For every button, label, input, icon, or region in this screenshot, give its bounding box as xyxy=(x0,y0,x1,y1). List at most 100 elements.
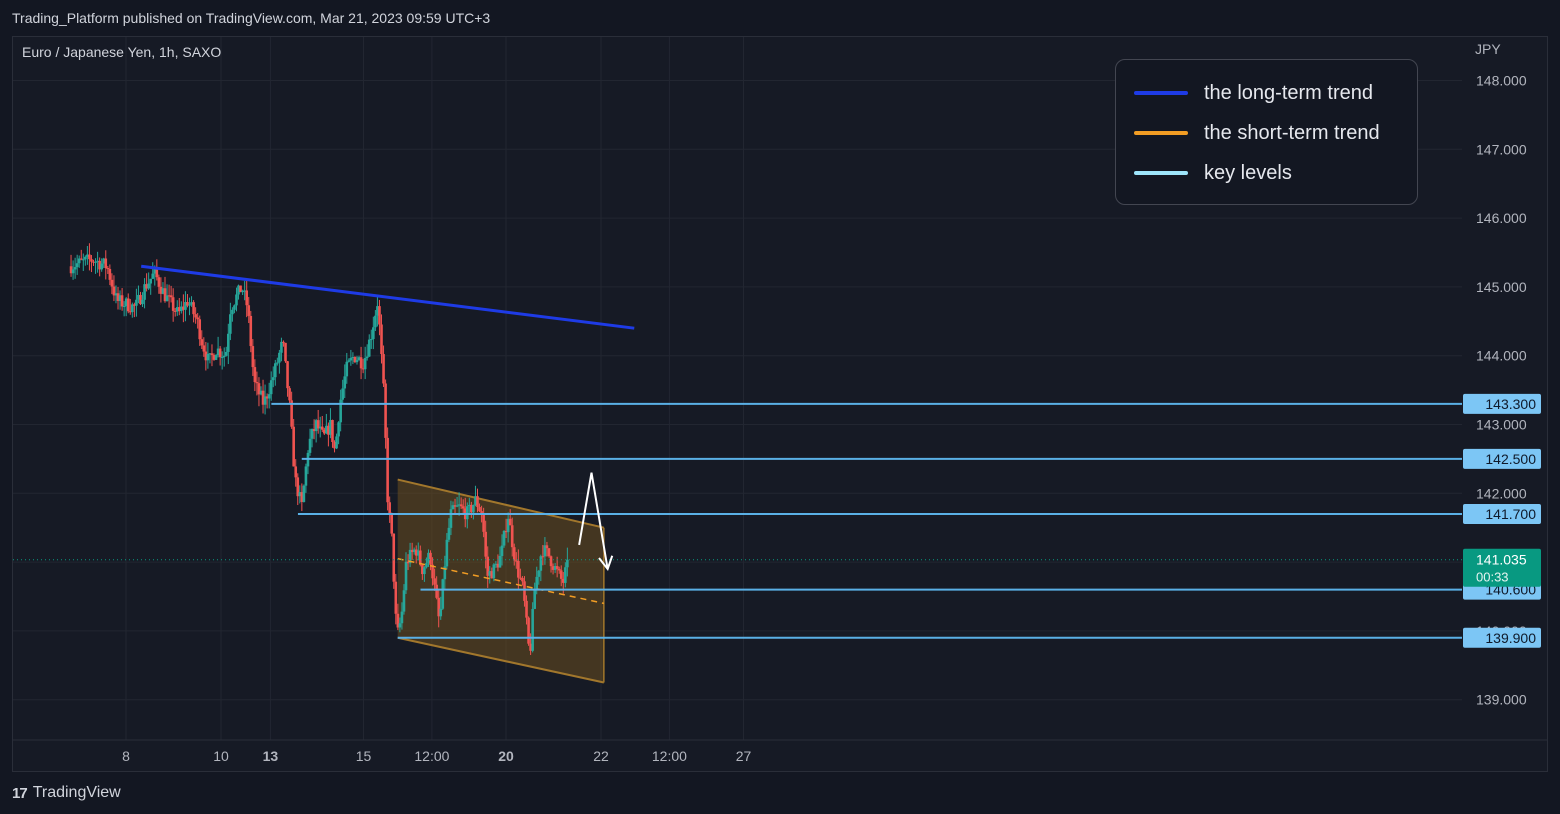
candle-body xyxy=(425,563,428,568)
candle-body xyxy=(508,518,512,526)
tradingview-footer[interactable]: 17 TradingView xyxy=(12,784,121,802)
candle-body xyxy=(525,600,528,618)
candle-body xyxy=(523,581,526,601)
candle-body xyxy=(561,578,565,583)
candle-body xyxy=(494,563,498,565)
candle-body xyxy=(69,266,73,274)
key-level-badge xyxy=(1463,627,1541,648)
candle-body xyxy=(402,590,406,612)
candle-body xyxy=(312,429,316,432)
candle-body xyxy=(388,502,391,514)
candle-body xyxy=(124,298,128,306)
candle-body xyxy=(267,394,271,399)
x-tick-label: 12:00 xyxy=(652,748,687,764)
candle-body xyxy=(300,492,304,502)
candle-body xyxy=(378,306,381,325)
candle-body xyxy=(472,505,475,513)
candle-body xyxy=(167,295,171,297)
candle-body xyxy=(90,259,93,262)
candle-body xyxy=(131,304,134,313)
candle-body xyxy=(278,352,281,363)
short-term-channel xyxy=(397,479,604,683)
candle-body xyxy=(180,306,183,312)
candle-body xyxy=(284,342,287,362)
candle-body xyxy=(159,286,163,294)
candle-body xyxy=(310,429,314,439)
candle-body xyxy=(406,561,410,564)
candle-body xyxy=(421,564,424,575)
candle-body xyxy=(86,254,89,257)
candle-body xyxy=(157,277,161,287)
candle-body xyxy=(216,348,220,356)
candle-body xyxy=(355,360,359,363)
candle-body xyxy=(517,560,520,578)
candle-body xyxy=(139,294,142,305)
candle-body xyxy=(98,260,101,270)
candle-body xyxy=(453,505,457,507)
candle-body xyxy=(488,571,492,576)
candle-body xyxy=(535,576,539,589)
key-level-label: 141.700 xyxy=(1485,506,1536,522)
candle-body xyxy=(445,539,449,567)
candle-body xyxy=(171,297,175,311)
x-tick-label: 12:00 xyxy=(414,748,449,764)
candle-body xyxy=(79,258,83,260)
candle-body xyxy=(498,555,502,568)
candle-body xyxy=(386,437,389,503)
candle-body xyxy=(294,466,298,478)
candle-body xyxy=(214,355,218,360)
candle-body xyxy=(227,333,230,352)
candle-body xyxy=(251,346,255,368)
candle-body xyxy=(504,530,508,533)
candle-body xyxy=(137,294,140,300)
candle-body xyxy=(359,357,363,369)
y-tick-label: 139.000 xyxy=(1476,692,1527,708)
candle-body xyxy=(539,556,543,571)
candle-body xyxy=(292,426,295,467)
candle-body xyxy=(155,267,159,278)
candle-body xyxy=(537,570,541,577)
candle-body xyxy=(81,259,85,261)
candle-body xyxy=(88,254,91,260)
candle-body xyxy=(106,268,110,270)
legend-label-long-term: the long-term trend xyxy=(1204,81,1373,104)
candle-body xyxy=(177,307,181,312)
candle-body xyxy=(128,311,132,313)
key-level-badge xyxy=(1463,448,1541,469)
candle-body xyxy=(165,295,169,302)
candle-body xyxy=(367,339,371,357)
bar-countdown-label: 00:33 xyxy=(1476,570,1509,585)
candle-body xyxy=(280,341,283,353)
candle-body xyxy=(404,561,408,591)
candle-body xyxy=(369,339,373,341)
legend-swatch-long-term xyxy=(1134,91,1188,95)
candle-body xyxy=(108,268,112,280)
candle-body xyxy=(247,305,251,316)
x-tick-label: 10 xyxy=(213,748,229,764)
candle-body xyxy=(510,525,514,548)
candle-body xyxy=(339,399,342,423)
legend-label-short-term: the short-term trend xyxy=(1204,121,1380,144)
candle-body xyxy=(549,556,553,567)
candle-body xyxy=(163,288,167,302)
legend-item-key-levels: key levels xyxy=(1134,161,1292,185)
candle-body xyxy=(257,383,261,395)
candle-body xyxy=(114,293,118,296)
candle-body xyxy=(351,356,355,358)
candle-body xyxy=(218,348,222,358)
candle-body xyxy=(376,306,379,316)
candle-body xyxy=(198,319,202,340)
legend-swatch-key-levels xyxy=(1134,171,1188,175)
candle-body xyxy=(212,355,216,360)
candle-body xyxy=(169,295,173,298)
long-term-trend-line[interactable] xyxy=(141,264,635,330)
x-tick-label: 20 xyxy=(498,748,514,764)
candle-body xyxy=(161,288,165,294)
candle-body xyxy=(470,504,473,513)
candle-body xyxy=(323,429,326,434)
candle-body xyxy=(271,377,275,381)
candle-body xyxy=(380,324,383,355)
candle-body xyxy=(400,611,404,624)
candle-body xyxy=(506,518,510,533)
